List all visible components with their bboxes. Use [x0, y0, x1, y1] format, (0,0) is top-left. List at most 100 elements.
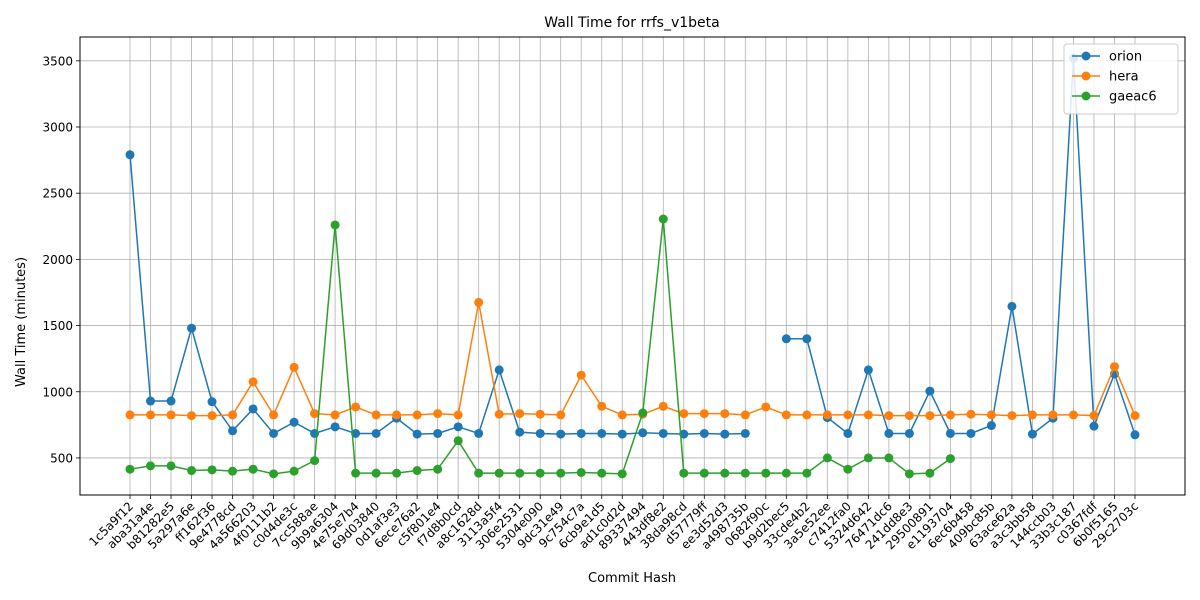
- data-point-orion: [576, 428, 586, 438]
- data-point-orion: [720, 429, 730, 439]
- y-tick-label: 2000: [42, 253, 73, 267]
- y-tick-label: 500: [50, 451, 73, 465]
- data-point-hera: [371, 410, 381, 420]
- data-point-orion: [1089, 421, 1099, 431]
- data-point-gaeac6: [638, 408, 648, 418]
- y-tick-label: 2500: [42, 187, 73, 201]
- data-point-orion: [453, 422, 463, 432]
- data-point-hera: [945, 410, 955, 420]
- data-point-hera: [925, 411, 935, 421]
- data-point-gaeac6: [925, 468, 935, 478]
- data-point-gaeac6: [597, 468, 607, 478]
- data-point-hera: [1048, 410, 1058, 420]
- data-point-hera: [556, 410, 566, 420]
- data-point-orion: [556, 429, 566, 439]
- data-point-gaeac6: [330, 220, 340, 230]
- data-point-orion: [494, 365, 504, 375]
- legend: orion hera gaeac6: [1063, 43, 1179, 115]
- data-point-orion: [535, 428, 545, 438]
- data-point-gaeac6: [474, 468, 484, 478]
- data-point-orion: [802, 334, 812, 344]
- legend-label-gaeac6: gaeac6: [1109, 90, 1157, 105]
- data-point-gaeac6: [843, 464, 853, 474]
- legend-marker-hera: [1081, 71, 1091, 81]
- data-point-hera: [146, 410, 156, 420]
- data-point-orion: [351, 428, 361, 438]
- data-point-orion: [863, 365, 873, 375]
- data-point-gaeac6: [310, 456, 320, 466]
- plot-frame: [79, 36, 1186, 496]
- data-point-gaeac6: [351, 468, 361, 478]
- x-axis: 1c5a9f12aba31a4eb81282e55a297a6eff162f36…: [86, 495, 1141, 552]
- data-point-hera: [207, 411, 217, 421]
- data-point-orion: [474, 428, 484, 438]
- data-point-hera: [494, 409, 504, 419]
- y-tick-label: 3000: [42, 121, 73, 135]
- data-point-hera: [1089, 411, 1099, 421]
- data-point-gaeac6: [802, 468, 812, 478]
- data-point-orion: [289, 417, 299, 427]
- data-point-hera: [679, 409, 689, 419]
- data-point-hera: [843, 410, 853, 420]
- data-point-orion: [412, 429, 422, 439]
- data-point-hera: [166, 410, 176, 420]
- data-point-hera: [1007, 411, 1017, 421]
- data-point-orion: [1130, 430, 1140, 440]
- data-point-orion: [228, 426, 238, 436]
- data-point-orion: [699, 428, 709, 438]
- data-point-orion: [187, 323, 197, 333]
- data-point-hera: [248, 377, 258, 387]
- data-point-hera: [1130, 411, 1140, 421]
- data-point-orion: [843, 428, 853, 438]
- data-point-gaeac6: [166, 461, 176, 471]
- data-point-hera: [720, 409, 730, 419]
- data-point-hera: [269, 410, 279, 420]
- data-point-gaeac6: [207, 465, 217, 475]
- data-point-gaeac6: [822, 453, 832, 463]
- legend-label-orion: orion: [1109, 50, 1142, 65]
- data-point-hera: [617, 410, 627, 420]
- data-point-gaeac6: [515, 468, 525, 478]
- data-point-hera: [289, 362, 299, 372]
- chart-title: Wall Time for rrfs_v1beta: [544, 15, 719, 31]
- data-point-gaeac6: [228, 466, 238, 476]
- data-point-orion: [638, 428, 648, 438]
- data-point-hera: [740, 410, 750, 420]
- data-point-orion: [781, 334, 791, 344]
- data-point-hera: [351, 402, 361, 412]
- y-tick-label: 3500: [42, 54, 73, 68]
- data-point-gaeac6: [679, 468, 689, 478]
- data-point-gaeac6: [494, 468, 504, 478]
- data-point-gaeac6: [699, 468, 709, 478]
- data-point-gaeac6: [658, 214, 668, 224]
- data-point-hera: [802, 410, 812, 420]
- data-point-orion: [166, 396, 176, 406]
- data-point-hera: [863, 410, 873, 420]
- data-point-hera: [966, 409, 976, 419]
- data-point-gaeac6: [761, 468, 771, 478]
- data-point-hera: [433, 409, 443, 419]
- data-point-orion: [966, 428, 976, 438]
- data-point-hera: [884, 411, 894, 421]
- x-axis-label: Commit Hash: [588, 571, 676, 586]
- data-point-hera: [597, 401, 607, 411]
- data-point-orion: [125, 150, 135, 160]
- data-point-hera: [453, 410, 463, 420]
- data-point-hera: [986, 410, 996, 420]
- data-point-orion: [269, 428, 279, 438]
- data-point-gaeac6: [269, 469, 279, 479]
- data-point-hera: [392, 410, 402, 420]
- data-point-gaeac6: [289, 466, 299, 476]
- data-point-gaeac6: [412, 466, 422, 476]
- data-point-gaeac6: [371, 468, 381, 478]
- legend-label-hera: hera: [1109, 70, 1139, 85]
- data-point-hera: [658, 401, 668, 411]
- data-point-hera: [822, 410, 832, 420]
- data-point-orion: [925, 386, 935, 396]
- data-point-orion: [597, 428, 607, 438]
- data-point-orion: [658, 428, 668, 438]
- data-point-hera: [699, 409, 709, 419]
- data-point-hera: [187, 411, 197, 421]
